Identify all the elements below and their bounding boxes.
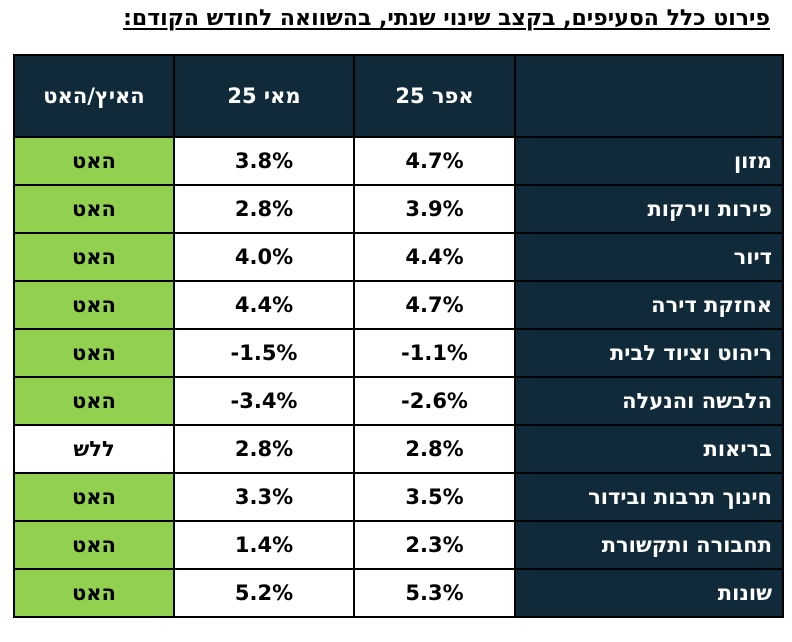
status-cell: האט xyxy=(13,184,175,234)
header-status: האיץ/האט xyxy=(13,54,175,138)
status-cell: האט xyxy=(13,328,175,378)
category-cell: ריהוט וציוד לבית xyxy=(514,328,784,378)
category-cell: בריאות xyxy=(514,424,784,474)
table-row: דיור 4.4% 4.0% האט xyxy=(13,232,784,282)
header-category xyxy=(514,54,784,138)
table-row: חינוך תרבות ובידור 3.5% 3.3% האט xyxy=(13,472,784,522)
status-cell: האט xyxy=(13,376,175,426)
status-cell: האט xyxy=(13,568,175,618)
table-row: ריהוט וציוד לבית -1.1% -1.5% האט xyxy=(13,328,784,378)
may-value-cell: 3.8% xyxy=(173,136,355,186)
apr-value-cell: -2.6% xyxy=(353,376,516,426)
status-cell: האט xyxy=(13,472,175,522)
may-value-cell: 4.0% xyxy=(173,232,355,282)
category-cell: שונות xyxy=(514,568,784,618)
category-cell: חינוך תרבות ובידור xyxy=(514,472,784,522)
inflation-table: אפר 25 מאי 25 האיץ/האט מזון 4.7% 3.8% האט פי… xyxy=(13,54,784,618)
header-apr: אפר 25 xyxy=(353,54,516,138)
apr-value-cell: 2.8% xyxy=(353,424,516,474)
may-value-cell: -3.4% xyxy=(173,376,355,426)
header-may-label: מאי 25 xyxy=(227,84,301,108)
table-row: פירות וירקות 3.9% 2.8% האט xyxy=(13,184,784,234)
category-cell: דיור xyxy=(514,232,784,282)
apr-value-cell: 5.3% xyxy=(353,568,516,618)
table-row: הלבשה והנעלה -2.6% -3.4% האט xyxy=(13,376,784,426)
may-value-cell: 2.8% xyxy=(173,424,355,474)
apr-value-cell: 2.3% xyxy=(353,520,516,570)
header-may: מאי 25 xyxy=(173,54,355,138)
table-row: בריאות 2.8% 2.8% ללש xyxy=(13,424,784,474)
table-row: מזון 4.7% 3.8% האט xyxy=(13,136,784,186)
apr-value-cell: 4.4% xyxy=(353,232,516,282)
table-row: תחבורה ותקשורת 2.3% 1.4% האט xyxy=(13,520,784,570)
category-cell: פירות וירקות xyxy=(514,184,784,234)
may-value-cell: 4.4% xyxy=(173,280,355,330)
status-cell: האט xyxy=(13,232,175,282)
may-value-cell: -1.5% xyxy=(173,328,355,378)
apr-value-cell: 4.7% xyxy=(353,280,516,330)
category-cell: תחבורה ותקשורת xyxy=(514,520,784,570)
status-cell: האט xyxy=(13,520,175,570)
category-cell: הלבשה והנעלה xyxy=(514,376,784,426)
table-row: שונות 5.3% 5.2% האט xyxy=(13,568,784,618)
table-row: אחזקת דירה 4.7% 4.4% האט xyxy=(13,280,784,330)
apr-value-cell: 3.5% xyxy=(353,472,516,522)
status-cell: האט xyxy=(13,136,175,186)
apr-value-cell: 4.7% xyxy=(353,136,516,186)
header-apr-label: אפר 25 xyxy=(395,84,474,108)
apr-value-cell: 3.9% xyxy=(353,184,516,234)
may-value-cell: 5.2% xyxy=(173,568,355,618)
may-value-cell: 1.4% xyxy=(173,520,355,570)
page-title: פירוט כלל הסעיפים, בקצב שינוי שנתי, בהשו… xyxy=(123,6,770,31)
category-cell: מזון xyxy=(514,136,784,186)
status-cell: ללש xyxy=(13,424,175,474)
may-value-cell: 3.3% xyxy=(173,472,355,522)
header-row: אפר 25 מאי 25 האיץ/האט xyxy=(13,54,784,138)
category-cell: אחזקת דירה xyxy=(514,280,784,330)
status-cell: האט xyxy=(13,280,175,330)
apr-value-cell: -1.1% xyxy=(353,328,516,378)
may-value-cell: 2.8% xyxy=(173,184,355,234)
